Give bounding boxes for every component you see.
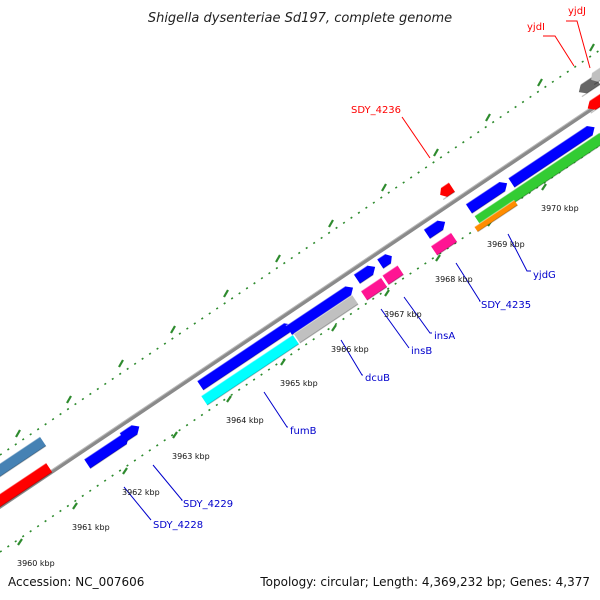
gene-orange (474, 199, 518, 233)
leader-line (543, 35, 575, 67)
outer-major-tick (381, 183, 387, 192)
major-tick (435, 254, 441, 262)
major-tick (331, 324, 337, 332)
gene-label-sdy-4236: SDY_4236 (351, 105, 401, 116)
gene-steelblue (0, 436, 47, 480)
leader-line (403, 296, 432, 334)
outer-major-tick (537, 78, 543, 87)
gene-blue-2 (285, 285, 354, 336)
outer-major-tick (15, 429, 21, 438)
gene-insa-blue (376, 253, 392, 269)
major-tick (226, 395, 232, 403)
major-tick (280, 358, 286, 366)
outer-major-tick (170, 325, 176, 334)
leader-line (507, 233, 531, 272)
gene-sdy-4229 (119, 424, 140, 443)
gene-label-sdy-4229: SDY_4229 (183, 499, 233, 510)
tick-label: 3962 kbp (122, 488, 160, 497)
gene-yjdi-red (584, 92, 600, 114)
tick-label: 3969 kbp (487, 240, 525, 249)
gene-sdy-4236 (436, 182, 456, 200)
gene-sdy-4235 (430, 232, 458, 256)
gene-sdy-4235-blue (423, 220, 446, 240)
tick-label: 3961 kbp (72, 523, 110, 532)
leader-line (123, 486, 152, 521)
gene-insa (382, 264, 404, 286)
outer-major-tick (223, 289, 229, 298)
major-tick (72, 502, 78, 510)
topology-text: Topology: circular; Length: 4,369,232 bp… (259, 575, 590, 589)
gene-label-yjdi: yjdI (527, 22, 545, 33)
genome-backbone-highlight (0, 100, 600, 506)
outer-major-tick (485, 113, 491, 122)
gene-label-insa: insA (434, 331, 455, 342)
tick-label: 3970 kbp (541, 204, 579, 213)
leader-line (455, 262, 481, 302)
gene-label-insb: insB (411, 346, 432, 357)
leader-line (152, 464, 184, 501)
outer-major-tick (66, 395, 72, 404)
gene-label-dcub: dcuB (365, 373, 390, 384)
gene-label-fumb: fumB (290, 426, 317, 437)
outer-tick-ring (0, 49, 600, 456)
leader-line (380, 308, 410, 349)
gene-label-sdy-4235: SDY_4235 (481, 300, 531, 311)
gene-red (0, 462, 53, 512)
outer-major-ticks (15, 43, 595, 438)
outer-major-tick (433, 148, 439, 157)
gene-label-yjdg: yjdG (533, 270, 556, 281)
outer-major-tick (328, 219, 334, 228)
gene-insb (360, 277, 388, 301)
map-title: Shigella dysenteriae Sd197, complete gen… (148, 11, 452, 26)
gene-insb-blue (353, 265, 376, 285)
tick-label: 3965 kbp (280, 379, 318, 388)
outer-major-tick (589, 43, 595, 52)
gene-dcub (196, 322, 292, 391)
gene-label-sdy-4228: SDY_4228 (153, 520, 203, 531)
leader-line (566, 20, 591, 69)
gene-label-yjdj: yjdJ (568, 6, 586, 17)
gene-yjdg-a (465, 181, 508, 214)
major-tick (384, 289, 390, 297)
tick-label: 3966 kbp (331, 345, 369, 354)
major-tick (122, 467, 128, 475)
tick-label: 3964 kbp (226, 416, 264, 425)
leader-line (340, 339, 363, 376)
gene-yjdj (587, 67, 600, 85)
accession-text: Accession: NC_007606 (8, 575, 144, 589)
genome-backbone (0, 100, 600, 510)
gene-sdy-4228 (83, 434, 129, 469)
tick-label: 3967 kbp (384, 310, 422, 319)
gene-fumb (200, 334, 300, 406)
gene-features (0, 67, 600, 512)
major-tick (17, 538, 23, 546)
outer-major-tick (275, 254, 281, 263)
inner-major-ticks (17, 183, 547, 546)
kbp-tick-labels: 3960 kbp 3961 kbp 3962 kbp 3963 kbp 3964 kbp… (17, 204, 579, 568)
major-tick (541, 183, 547, 191)
outer-major-tick (118, 359, 124, 368)
tick-label: 3968 kbp (435, 275, 473, 284)
major-tick (172, 431, 178, 439)
tick-label: 3963 kbp (172, 452, 210, 461)
gene-yjdg-b (508, 125, 595, 188)
leader-line (401, 116, 431, 159)
leader-line (263, 391, 288, 428)
tick-label: 3960 kbp (17, 559, 55, 568)
gene-gray (293, 294, 359, 344)
